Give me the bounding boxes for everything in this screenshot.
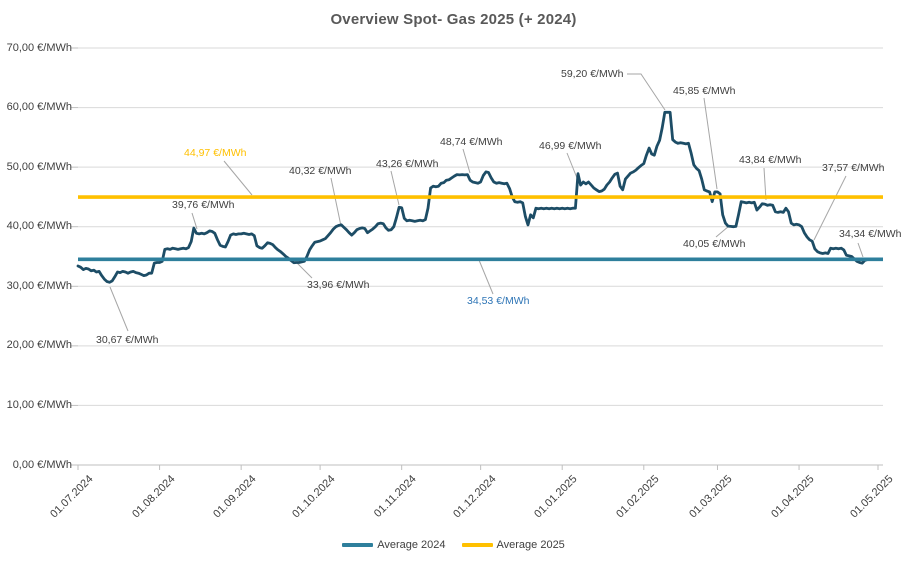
annotation-leader-line bbox=[703, 97, 718, 190]
legend-item: Average 2025 bbox=[461, 539, 565, 551]
annotation-label: 45,85 €/MWh bbox=[673, 85, 736, 97]
annotation-label: 43,84 €/MWh bbox=[739, 154, 802, 166]
annotation-label: 46,99 €/MWh bbox=[539, 140, 602, 152]
annotation-label: 30,67 €/MWh bbox=[96, 334, 159, 346]
y-tick-label: 40,00 €/MWh bbox=[6, 220, 72, 233]
annotation-leader-line bbox=[330, 177, 342, 227]
y-tick-label: 10,00 €/MWh bbox=[6, 398, 72, 411]
annotation-leader-line bbox=[109, 286, 129, 332]
y-tick-label: 70,00 €/MWh bbox=[6, 41, 72, 54]
spot-price-line bbox=[76, 110, 869, 284]
annotation-label: 40,05 €/MWh bbox=[683, 238, 746, 250]
legend-line-swatch bbox=[461, 543, 493, 547]
y-tick-label: 50,00 €/MWh bbox=[6, 160, 72, 173]
annotation-label: 39,76 €/MWh bbox=[172, 199, 235, 211]
y-tick-label: 30,00 €/MWh bbox=[6, 279, 72, 292]
annotation-label: 43,26 €/MWh bbox=[376, 158, 439, 170]
y-tick-label: 0,00 €/MWh bbox=[12, 458, 72, 471]
annotation-leader-line bbox=[478, 259, 494, 295]
chart-title: Overview Spot- Gas 2025 (+ 2024) bbox=[330, 11, 577, 28]
legend: Average 2024 Average 2025 bbox=[0, 539, 907, 551]
annotation-leader-line bbox=[296, 262, 313, 279]
legend-item: Average 2024 bbox=[342, 539, 446, 551]
legend-label: Average 2024 bbox=[377, 539, 446, 551]
annotation-leader-line bbox=[223, 160, 253, 196]
annotation-label: 37,57 €/MWh bbox=[822, 162, 885, 174]
annotation-leader-line bbox=[191, 212, 198, 230]
legend-line-swatch bbox=[342, 543, 374, 547]
annotation-leader-line bbox=[390, 170, 400, 206]
annotation-label: 59,20 €/MWh bbox=[561, 68, 624, 80]
annotation-leader-line bbox=[627, 73, 666, 111]
annotation-leader-line bbox=[462, 148, 471, 174]
annotation-leader-line bbox=[857, 242, 864, 258]
annotation-leader-line bbox=[763, 167, 767, 201]
y-tick-label: 60,00 €/MWh bbox=[6, 101, 72, 114]
annotation-leader-line bbox=[715, 225, 730, 238]
annotation-label: 34,53 €/MWh bbox=[467, 295, 530, 307]
annotation-label: 48,74 €/MWh bbox=[440, 136, 503, 148]
annotation-label: 40,32 €/MWh bbox=[289, 165, 352, 177]
annotation-label: 33,96 €/MWh bbox=[307, 279, 370, 291]
annotation-label: 34,34 €/MWh bbox=[839, 228, 902, 240]
y-tick-label: 20,00 €/MWh bbox=[6, 339, 72, 352]
annotation-label: 44,97 €/MWh bbox=[184, 147, 247, 159]
annotation-leader-line bbox=[813, 175, 847, 241]
legend-label: Average 2025 bbox=[496, 539, 565, 551]
